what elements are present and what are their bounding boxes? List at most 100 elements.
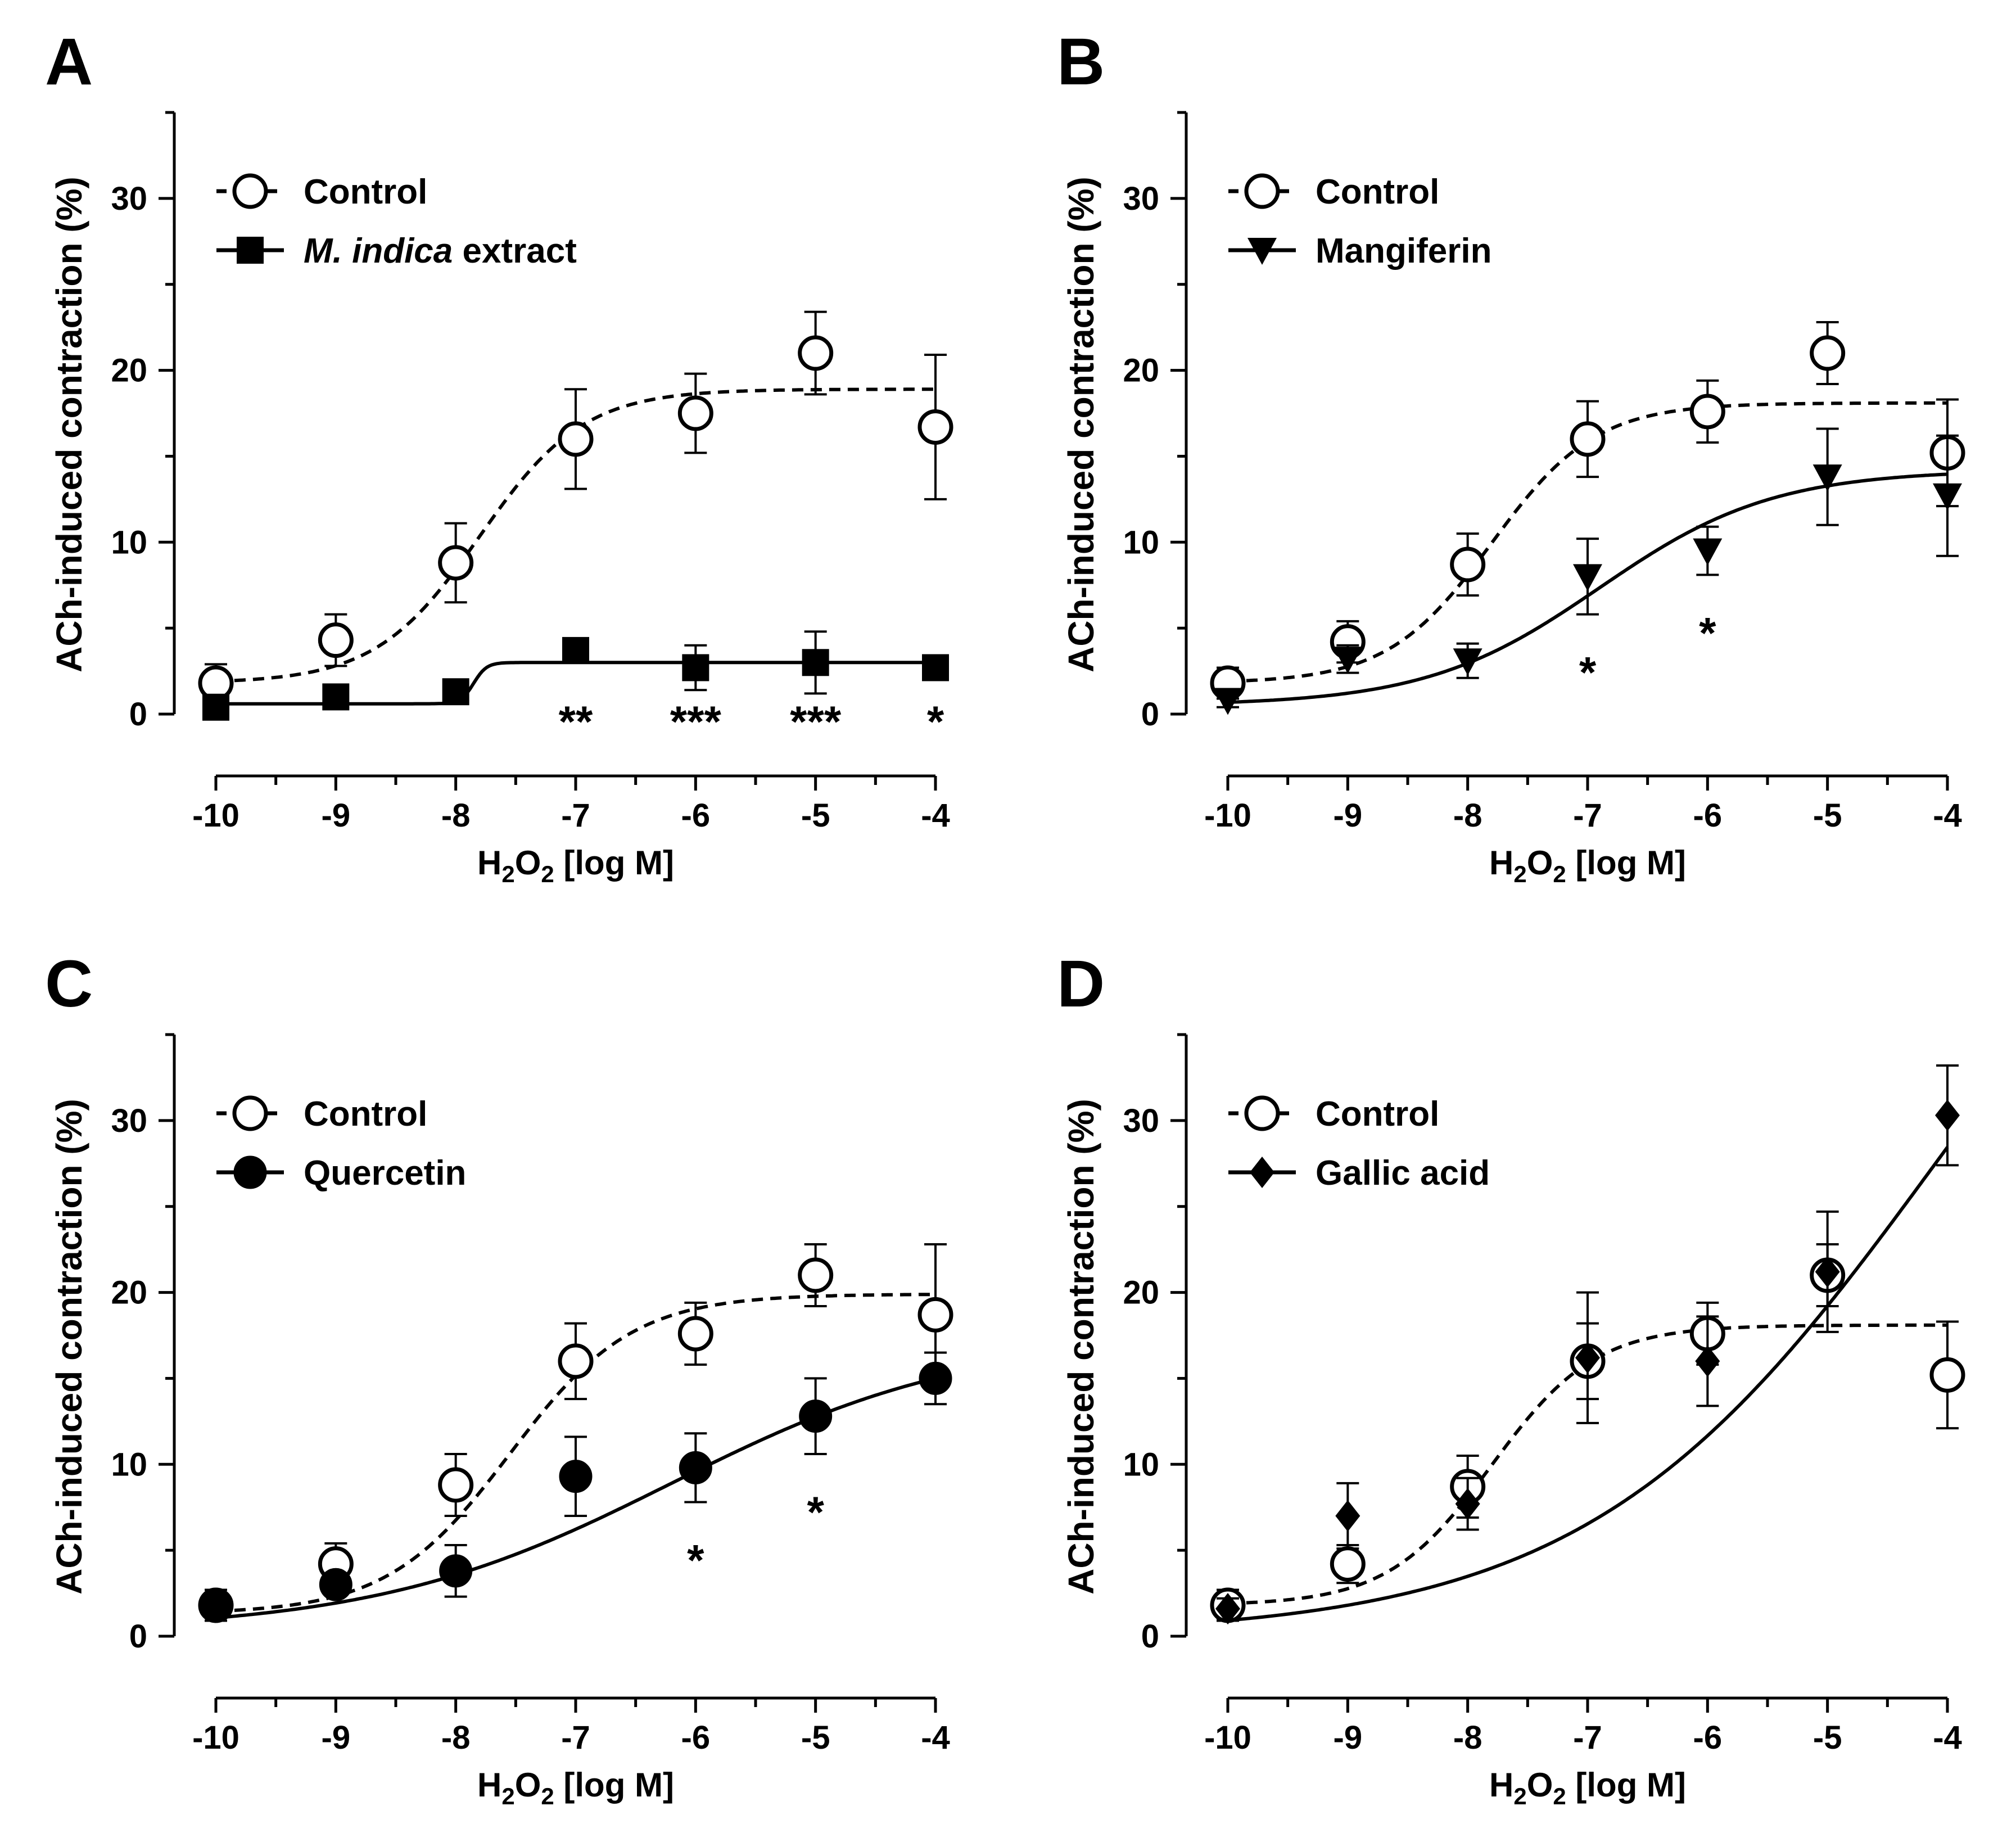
x-tick-label: -5 <box>801 1719 830 1756</box>
legend-label: Mangiferin <box>1316 232 1491 270</box>
x-tick-label: -8 <box>1453 797 1482 834</box>
legend-label: Control <box>304 1095 427 1134</box>
x-tick-label: -4 <box>1933 1719 1962 1756</box>
significance-marker: *** <box>790 697 842 746</box>
data-point <box>1453 648 1482 676</box>
y-tick-label: 0 <box>1141 1618 1159 1655</box>
data-point <box>917 409 953 445</box>
x-tick-label: -4 <box>921 797 950 834</box>
y-axis-label: ACh-induced contraction (%) <box>49 177 89 672</box>
x-tick-label: -9 <box>1334 1719 1363 1756</box>
legend-marker <box>233 1155 267 1189</box>
data-point <box>682 654 709 681</box>
data-point <box>1575 1342 1600 1374</box>
y-tick-label: 30 <box>111 1103 147 1139</box>
x-tick-label: -9 <box>1334 797 1363 834</box>
x-tick-label: -5 <box>1813 1719 1842 1756</box>
significance-marker: * <box>1699 608 1716 657</box>
panel-letter: B <box>1057 25 1105 99</box>
data-point <box>199 1588 233 1622</box>
significance-marker: *** <box>670 697 722 746</box>
x-tick-label: -7 <box>561 1719 590 1756</box>
x-axis-label: H2O2 [log M] <box>1489 1766 1686 1809</box>
legend-label: Quercetin <box>304 1154 466 1193</box>
panel-d: D 0 10 20 30 -10 -9 -8 -7 -6 -5 -4 H2O2 [log M] ACh-i… <box>1057 947 1965 1809</box>
x-tick-label: -10 <box>1204 1719 1251 1756</box>
x-tick-label: -8 <box>441 1719 471 1756</box>
legend-marker <box>237 237 264 264</box>
data-point <box>319 1568 352 1601</box>
data-point <box>917 1297 953 1333</box>
y-tick-label: 10 <box>1123 1446 1159 1483</box>
x-tick-label: -6 <box>1693 797 1723 834</box>
significance-marker: * <box>807 1487 824 1537</box>
data-point <box>1213 688 1242 715</box>
data-point <box>1933 483 1962 511</box>
legend-marker <box>232 173 268 209</box>
x-tick-label: -6 <box>1693 1719 1723 1756</box>
significance-marker: ** <box>559 697 593 746</box>
legend-label: Control <box>1316 1095 1439 1134</box>
y-tick-label: 30 <box>1123 180 1159 217</box>
data-point <box>1215 1593 1240 1625</box>
y-tick-label: 10 <box>111 524 147 561</box>
panel-c: C 0 10 20 30 -10 -9 -8 -7 -6 -5 -4 H2O2 [log M] ACh-i… <box>45 947 953 1809</box>
y-tick-label: 30 <box>1123 1103 1159 1139</box>
data-point <box>1935 1099 1960 1131</box>
y-axis-label: ACh-induced contraction (%) <box>1061 1099 1101 1595</box>
data-point <box>1812 464 1842 492</box>
x-axis-label: H2O2 [log M] <box>1489 844 1686 887</box>
y-axis-label: ACh-induced contraction (%) <box>49 1099 89 1595</box>
legend-label: Control <box>304 173 427 211</box>
data-point <box>798 335 834 371</box>
data-point <box>1450 547 1486 583</box>
legend-label: Gallic acid <box>1316 1154 1490 1193</box>
x-tick-label: -10 <box>1204 797 1251 834</box>
data-point <box>438 1467 474 1503</box>
significance-marker: * <box>927 697 944 746</box>
y-tick-label: 10 <box>1123 524 1159 561</box>
x-tick-label: -6 <box>681 1719 711 1756</box>
x-tick-label: -10 <box>192 1719 239 1756</box>
legend-marker <box>1247 238 1277 265</box>
data-point <box>558 1343 594 1379</box>
panel-b: B 0 10 20 30 -10 -9 -8 -7 -6 -5 -4 H2O2 [log M] ACh-i… <box>1057 25 1965 887</box>
significance-marker: * <box>1579 648 1597 697</box>
data-point <box>677 395 713 431</box>
data-point <box>798 1257 834 1293</box>
y-axis-label: ACh-induced contraction (%) <box>1061 177 1101 672</box>
data-point <box>318 622 354 658</box>
data-point <box>1330 1546 1366 1582</box>
x-tick-label: -5 <box>1813 797 1842 834</box>
data-point <box>1689 394 1725 430</box>
legend-marker <box>1244 173 1280 209</box>
data-point <box>1573 564 1602 592</box>
legend-marker <box>1244 1095 1280 1131</box>
panel-a: A 0 10 20 30 -10 -9 -8 -7 -6 -5 -4 H2O2 [log M] ACh-i… <box>45 25 953 887</box>
legend-marker <box>1250 1157 1274 1188</box>
y-tick-label: 20 <box>111 353 147 389</box>
x-tick-label: -4 <box>1933 797 1962 834</box>
data-point <box>1333 647 1363 674</box>
x-tick-label: -7 <box>561 797 590 834</box>
y-tick-label: 10 <box>111 1446 147 1483</box>
data-point <box>799 1399 833 1433</box>
data-point <box>439 1554 473 1588</box>
panel-letter: C <box>45 947 93 1021</box>
y-tick-label: 0 <box>129 1618 147 1655</box>
data-point <box>1815 1256 1840 1288</box>
data-point <box>1335 1500 1360 1532</box>
data-point <box>1570 421 1606 457</box>
x-tick-label: -9 <box>322 797 351 834</box>
x-tick-label: -9 <box>322 1719 351 1756</box>
data-point <box>1810 335 1846 371</box>
data-point <box>1693 538 1723 566</box>
y-tick-label: 20 <box>111 1275 147 1311</box>
y-tick-label: 0 <box>129 696 147 733</box>
x-tick-label: -4 <box>921 1719 950 1756</box>
data-point <box>1695 1345 1720 1377</box>
data-point <box>919 1361 952 1395</box>
panel-letter: A <box>45 25 93 99</box>
data-point <box>677 1316 713 1352</box>
